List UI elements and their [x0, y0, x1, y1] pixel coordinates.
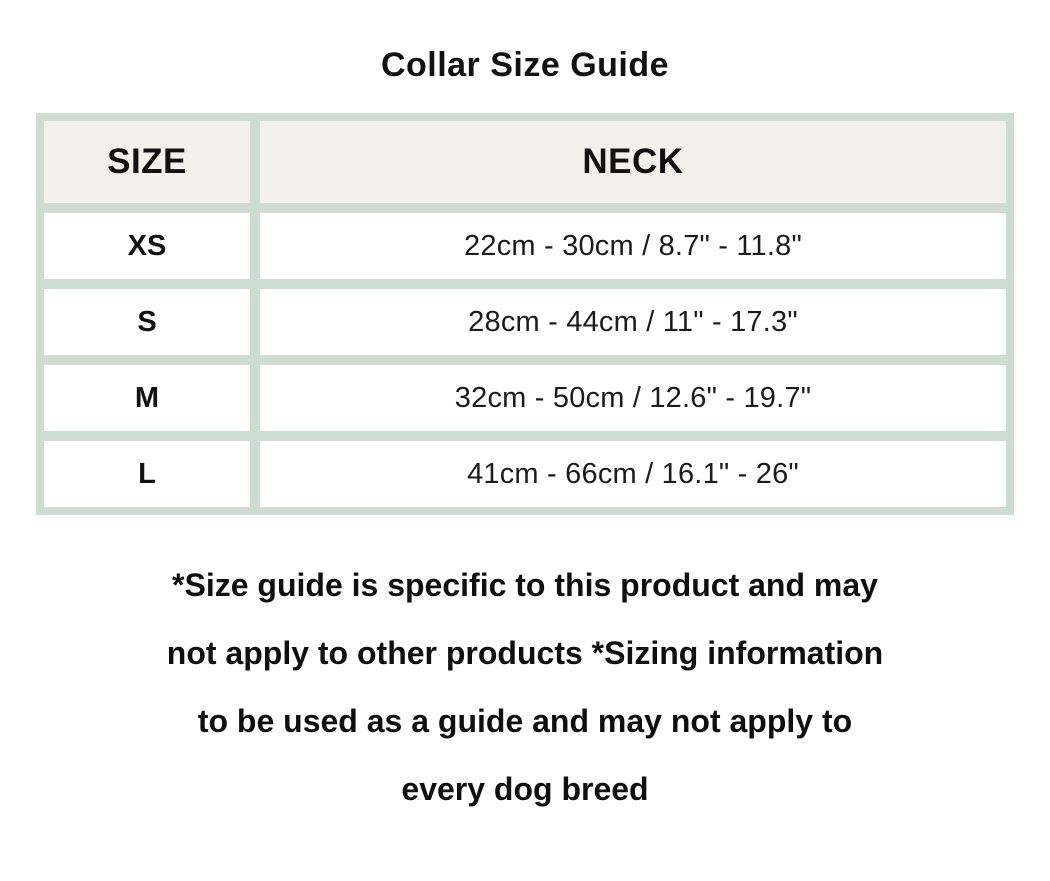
neck-cell-s: 28cm - 44cm / 11" - 17.3" [260, 289, 1006, 355]
neck-cell-xs: 22cm - 30cm / 8.7" - 11.8" [260, 213, 1006, 279]
size-guide-table: SIZE NECK XS 22cm - 30cm / 8.7" - 11.8" … [36, 113, 1014, 515]
size-cell-xs: XS [44, 213, 250, 279]
size-cell-l: L [44, 441, 250, 507]
page-title: Collar Size Guide [380, 46, 670, 84]
size-cell-s: S [44, 289, 250, 355]
column-header-size: SIZE [44, 121, 250, 203]
column-header-neck: NECK [260, 121, 1006, 203]
disclaimer-line: to be used as a guide and may not apply … [197, 703, 853, 739]
neck-cell-m: 32cm - 50cm / 12.6" - 19.7" [260, 365, 1006, 431]
disclaimer-line: every dog breed [401, 771, 649, 807]
disclaimer-line: not apply to other products *Sizing info… [166, 635, 884, 671]
neck-cell-l: 41cm - 66cm / 16.1" - 26" [260, 441, 1006, 507]
size-cell-m: M [44, 365, 250, 431]
disclaimer-line: *Size guide is specific to this product … [172, 567, 878, 603]
size-guide-disclaimer: *Size guide is specific to this product … [0, 551, 1050, 823]
